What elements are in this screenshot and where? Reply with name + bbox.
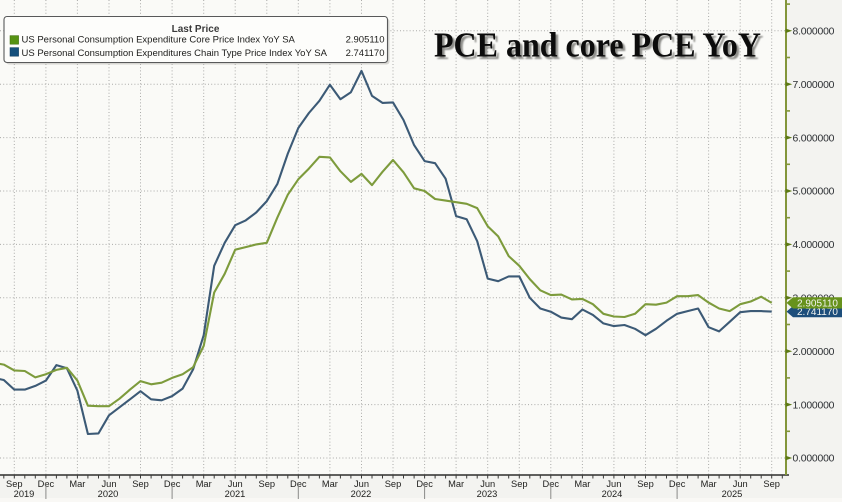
svg-text:Sep: Sep xyxy=(763,479,780,489)
svg-text:2023: 2023 xyxy=(477,489,498,499)
svg-text:4.000000: 4.000000 xyxy=(793,240,835,251)
svg-text:Sep: Sep xyxy=(6,479,23,489)
svg-text:2020: 2020 xyxy=(98,489,119,499)
svg-text:Jun: Jun xyxy=(354,479,369,489)
svg-text:2024: 2024 xyxy=(602,489,623,499)
svg-text:Mar: Mar xyxy=(448,479,464,489)
svg-text:Jun: Jun xyxy=(733,479,748,489)
svg-text:2022: 2022 xyxy=(351,489,372,499)
svg-text:PCE and core PCE YoY: PCE and core PCE YoY xyxy=(434,27,761,65)
svg-text:Jun: Jun xyxy=(102,479,117,489)
svg-text:Sep: Sep xyxy=(511,479,528,489)
svg-text:1.000000: 1.000000 xyxy=(793,400,835,411)
svg-text:US Personal Consumption Expend: US Personal Consumption Expenditures Cha… xyxy=(22,48,328,59)
svg-text:2019: 2019 xyxy=(14,489,35,499)
svg-text:Last Price: Last Price xyxy=(172,24,220,35)
svg-text:5.000000: 5.000000 xyxy=(793,187,835,198)
svg-text:0.000000: 0.000000 xyxy=(793,454,835,465)
svg-text:7.000000: 7.000000 xyxy=(793,80,835,91)
svg-text:Mar: Mar xyxy=(701,479,717,489)
svg-text:PCE and core PCE YoY: PCE and core PCE YoY xyxy=(437,29,764,67)
svg-text:Jun: Jun xyxy=(606,479,621,489)
svg-text:Mar: Mar xyxy=(196,479,212,489)
svg-text:Jun: Jun xyxy=(480,479,495,489)
svg-text:Sep: Sep xyxy=(259,479,276,489)
svg-text:Sep: Sep xyxy=(132,479,149,489)
svg-text:2.000000: 2.000000 xyxy=(793,347,835,358)
svg-text:Mar: Mar xyxy=(69,479,85,489)
svg-text:Jun: Jun xyxy=(228,479,243,489)
svg-text:2021: 2021 xyxy=(225,489,246,499)
svg-text:8.000000: 8.000000 xyxy=(793,27,835,38)
svg-text:2.905110: 2.905110 xyxy=(797,298,838,309)
svg-text:Sep: Sep xyxy=(385,479,402,489)
svg-text:Sep: Sep xyxy=(637,479,654,489)
svg-text:2.905110: 2.905110 xyxy=(346,34,385,45)
svg-text:US Personal Consumption Expend: US Personal Consumption Expenditure Core… xyxy=(22,34,296,45)
svg-text:Mar: Mar xyxy=(574,479,590,489)
svg-text:2.741170: 2.741170 xyxy=(797,307,838,318)
svg-text:2.741170: 2.741170 xyxy=(346,48,385,59)
svg-text:2025: 2025 xyxy=(722,489,743,499)
svg-text:Mar: Mar xyxy=(322,479,338,489)
svg-text:6.000000: 6.000000 xyxy=(793,133,835,144)
